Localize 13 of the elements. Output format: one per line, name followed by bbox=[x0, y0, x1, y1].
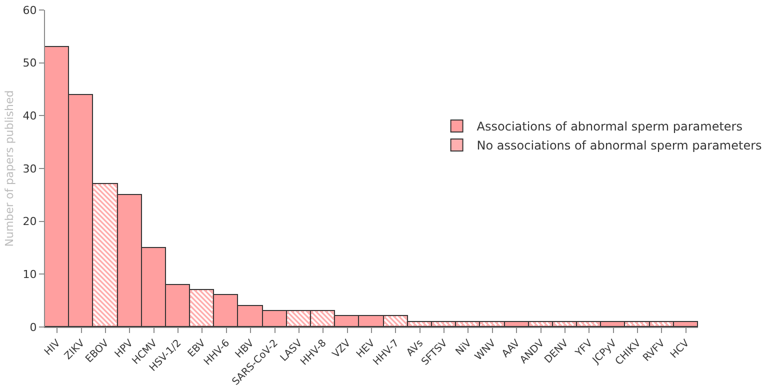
x-tick-label: NiV bbox=[454, 338, 474, 358]
legend-label: Associations of abnormal sperm parameters bbox=[476, 120, 742, 134]
y-tick-label: 0 bbox=[30, 320, 37, 334]
y-tick-label: 30 bbox=[22, 162, 37, 176]
y-axis-title: Number of papers published bbox=[3, 90, 16, 247]
legend-label: No associations of abnormal sperm parameters bbox=[476, 138, 762, 153]
y-tick-label: 20 bbox=[22, 215, 37, 228]
y-tick-label: 40 bbox=[22, 110, 37, 123]
y-tick-label: 50 bbox=[22, 56, 37, 70]
x-tick-label: HIV bbox=[42, 338, 63, 358]
x-tick-label: AVs bbox=[404, 338, 426, 359]
y-tick-label: 10 bbox=[22, 268, 37, 282]
y-tick-label: 60 bbox=[22, 4, 37, 17]
